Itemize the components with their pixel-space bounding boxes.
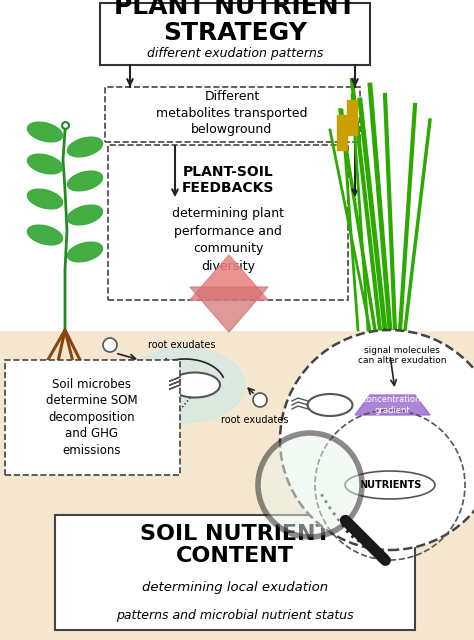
Text: PLANT-SOIL
FEEDBACKS: PLANT-SOIL FEEDBACKS [182,165,274,195]
Circle shape [253,393,267,407]
Text: concentration
gradient: concentration gradient [363,396,421,415]
Circle shape [258,433,362,537]
Ellipse shape [170,372,220,397]
Ellipse shape [27,122,63,142]
Ellipse shape [67,205,102,225]
Ellipse shape [67,171,102,191]
Bar [337,115,347,150]
Bar [0,330,474,640]
Text: different exudation patterns: different exudation patterns [147,47,323,60]
Polygon shape [355,395,430,415]
Ellipse shape [27,154,63,174]
Text: SOIL NUTRIENT
CONTENT: SOIL NUTRIENT CONTENT [140,524,330,566]
Text: NUTRIENTS: NUTRIENTS [359,480,421,490]
Text: patterns and microbial nutrient status: patterns and microbial nutrient status [116,609,354,621]
Text: Different
metabolites transported
belowground: Different metabolites transported belowg… [156,90,308,136]
Text: PLANT NUTRIENT
STRATEGY: PLANT NUTRIENT STRATEGY [114,0,356,45]
Ellipse shape [345,471,435,499]
Ellipse shape [67,242,102,262]
Circle shape [280,330,474,550]
Text: determining plant
performance and
community
diversity: determining plant performance and commun… [172,207,284,273]
Ellipse shape [27,225,63,245]
Text: signal molecules
can alter exudation: signal molecules can alter exudation [358,346,446,365]
Text: Soil microbes
determine SOM
decomposition
and GHG
emissions: Soil microbes determine SOM decompositio… [46,378,138,456]
Bar [347,100,357,135]
Bar [0,0,474,330]
Text: root exudates: root exudates [221,415,289,425]
Bar [108,145,348,300]
Bar [105,87,360,142]
Ellipse shape [308,394,353,416]
Polygon shape [190,255,268,300]
Ellipse shape [67,137,102,157]
Bar [100,3,370,65]
Polygon shape [190,287,268,332]
Text: determining local exudation: determining local exudation [142,582,328,595]
Ellipse shape [125,348,245,422]
Bar [5,360,180,475]
Circle shape [103,338,117,352]
Ellipse shape [27,189,63,209]
Bar [55,515,415,630]
Text: root exudates: root exudates [148,340,216,350]
